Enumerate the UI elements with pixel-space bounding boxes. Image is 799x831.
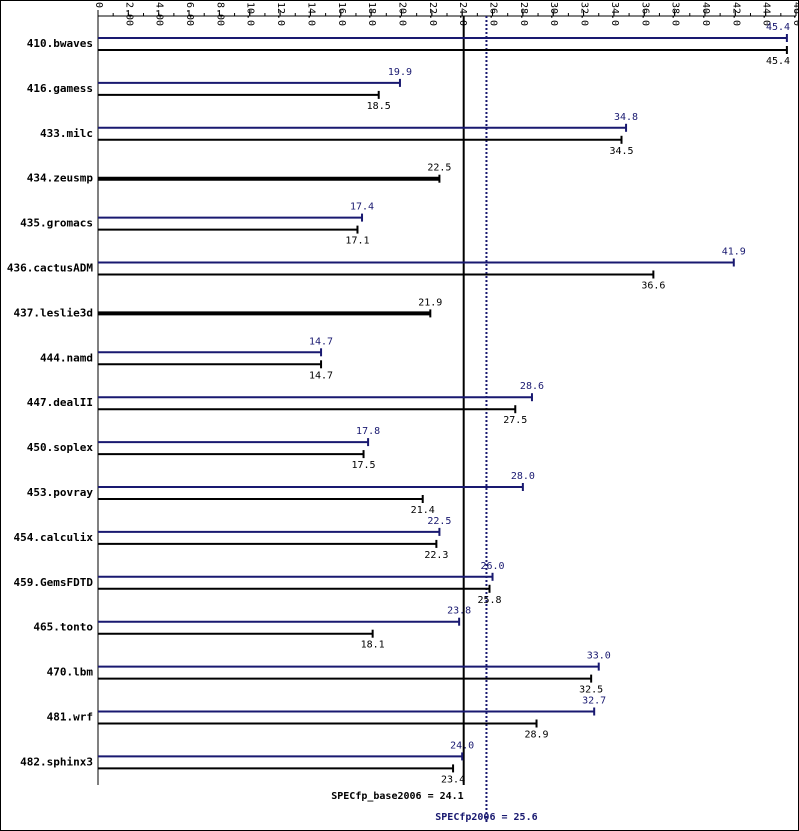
category-label: 470.lbm (47, 666, 94, 679)
value-label: 22.5 (427, 516, 451, 527)
value-label: 28.0 (511, 471, 535, 482)
value-label: 17.8 (356, 426, 380, 437)
value-label: 22.3 (424, 550, 448, 561)
value-label: 25.8 (477, 595, 501, 606)
x-tick-label: 0 (93, 2, 104, 8)
value-label: 17.1 (345, 236, 369, 247)
value-label: 17.4 (350, 202, 374, 213)
value-label: 34.5 (609, 146, 633, 157)
value-label: 41.9 (722, 247, 746, 258)
value-label: 28.9 (524, 730, 548, 741)
value-label: 32.5 (579, 685, 603, 696)
x-tick-label: 30.0 (548, 2, 559, 26)
value-label: 17.5 (351, 460, 375, 471)
x-tick-label: 8.00 (214, 2, 225, 26)
x-tick-label: 22.0 (427, 2, 438, 26)
x-tick-label: 20.0 (396, 2, 407, 26)
x-tick-label: 32.0 (579, 2, 590, 26)
value-label: 36.6 (641, 281, 665, 292)
category-label: 436.cactusADM (7, 262, 93, 275)
value-label: 21.9 (418, 297, 442, 308)
category-label: 454.calculix (14, 531, 94, 544)
category-label: 459.GemsFDTD (14, 576, 94, 589)
value-label: 24.0 (450, 740, 474, 751)
x-tick-label: 6.00 (184, 2, 195, 26)
x-tick-label: 10.0 (245, 2, 256, 26)
x-tick-label: 36.0 (639, 2, 650, 26)
category-label: 450.soplex (27, 441, 94, 454)
value-label: 33.0 (587, 651, 611, 662)
x-tick-label: 24.0 (457, 2, 468, 26)
category-label: 416.gamess (27, 82, 93, 95)
value-label: 45.4 (766, 22, 790, 33)
x-tick-label: 38.0 (670, 2, 681, 26)
value-label: 34.8 (614, 112, 638, 123)
reference-label: SPECfp_base2006 = 24.1 (331, 791, 463, 802)
value-label: 23.4 (441, 774, 465, 785)
category-label: 447.dealII (27, 396, 93, 409)
value-label: 28.6 (520, 381, 544, 392)
x-tick-label: 14.0 (305, 2, 316, 26)
x-tick-label: 2.00 (123, 2, 134, 26)
value-label: 18.1 (361, 640, 385, 651)
category-label: 435.gromacs (20, 217, 93, 230)
category-label: 465.tonto (33, 621, 93, 634)
x-tick-label: 40.0 (700, 2, 711, 26)
value-label: 45.4 (766, 56, 790, 67)
value-label: 22.5 (427, 163, 451, 174)
value-label: 21.4 (411, 505, 435, 516)
category-label: 482.sphinx3 (20, 755, 93, 768)
value-label: 26.0 (480, 561, 504, 572)
category-label: 410.bwaves (27, 37, 93, 50)
value-label: 27.5 (503, 415, 527, 426)
category-label: 444.namd (40, 351, 93, 364)
x-tick-label: 12.0 (275, 2, 286, 26)
value-label: 19.9 (388, 67, 412, 78)
x-tick-label: 34.0 (609, 2, 620, 26)
x-tick-label: 4.00 (154, 2, 165, 26)
category-label: 434.zeusmp (27, 172, 94, 185)
x-tick-label: 46.0 (791, 2, 799, 26)
reference-label: SPECfp2006 = 25.6 (435, 812, 537, 823)
value-label: 14.7 (309, 336, 333, 347)
value-label: 32.7 (582, 696, 606, 707)
x-tick-label: 42.0 (730, 2, 741, 26)
value-label: 23.8 (447, 606, 471, 617)
category-label: 437.leslie3d (14, 306, 93, 319)
value-label: 18.5 (367, 101, 391, 112)
x-tick-label: 18.0 (366, 2, 377, 26)
x-tick-label: 28.0 (518, 2, 529, 26)
category-label: 433.milc (40, 127, 93, 140)
x-tick-label: 26.0 (488, 2, 499, 26)
x-tick-label: 16.0 (336, 2, 347, 26)
category-label: 453.povray (27, 486, 94, 499)
category-label: 481.wrf (47, 711, 93, 724)
x-tick-label: 44.0 (761, 2, 772, 26)
value-label: 14.7 (309, 370, 333, 381)
